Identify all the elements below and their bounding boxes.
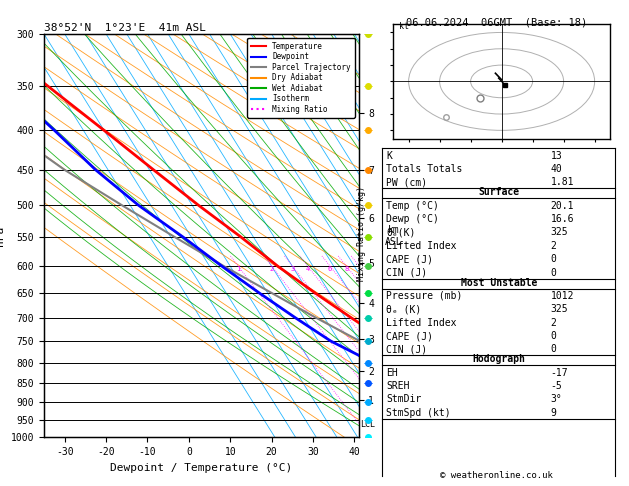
Text: 1: 1: [237, 266, 240, 272]
Text: 8: 8: [344, 266, 348, 272]
Text: θₑ (K): θₑ (K): [386, 304, 421, 314]
Text: 0: 0: [550, 267, 556, 278]
Text: Surface: Surface: [478, 187, 520, 197]
Text: 06.06.2024  06GMT  (Base: 18): 06.06.2024 06GMT (Base: 18): [406, 17, 587, 27]
Text: 2: 2: [550, 241, 556, 251]
Text: EH: EH: [386, 368, 398, 378]
Text: Temp (°C): Temp (°C): [386, 201, 439, 211]
Text: StmSpd (kt): StmSpd (kt): [386, 408, 451, 418]
Text: 13: 13: [550, 151, 562, 160]
Text: CAPE (J): CAPE (J): [386, 331, 433, 341]
Text: 38°52'N  1°23'E  41m ASL: 38°52'N 1°23'E 41m ASL: [44, 23, 206, 33]
Text: kt: kt: [399, 22, 409, 31]
Text: θₑ(K): θₑ(K): [386, 227, 416, 238]
Text: 3: 3: [291, 266, 294, 272]
Text: © weatheronline.co.uk: © weatheronline.co.uk: [440, 471, 554, 480]
Text: Mixing Ratio (g/kg): Mixing Ratio (g/kg): [357, 186, 366, 281]
Text: 9: 9: [550, 408, 556, 418]
X-axis label: Dewpoint / Temperature (°C): Dewpoint / Temperature (°C): [110, 463, 292, 473]
Text: Hodograph: Hodograph: [472, 354, 525, 364]
Text: 6: 6: [328, 266, 332, 272]
Text: 0: 0: [550, 254, 556, 264]
Text: Lifted Index: Lifted Index: [386, 241, 457, 251]
Text: PW (cm): PW (cm): [386, 177, 427, 187]
Y-axis label: hPa: hPa: [0, 226, 5, 246]
Text: 40: 40: [550, 164, 562, 174]
Text: K: K: [386, 151, 392, 160]
Text: 2: 2: [550, 318, 556, 328]
Text: 2: 2: [270, 266, 274, 272]
Text: 20.1: 20.1: [550, 201, 574, 211]
Y-axis label: km
ASL: km ASL: [385, 225, 403, 246]
Text: 16.6: 16.6: [550, 214, 574, 224]
Text: SREH: SREH: [386, 381, 409, 391]
Text: 3°: 3°: [550, 395, 562, 404]
Text: 325: 325: [550, 227, 568, 238]
Text: CIN (J): CIN (J): [386, 345, 427, 354]
Text: -17: -17: [550, 368, 568, 378]
Text: 1.81: 1.81: [550, 177, 574, 187]
Text: Pressure (mb): Pressure (mb): [386, 291, 462, 301]
Text: CIN (J): CIN (J): [386, 267, 427, 278]
Text: 4: 4: [306, 266, 310, 272]
Text: Lifted Index: Lifted Index: [386, 318, 457, 328]
Text: Dewp (°C): Dewp (°C): [386, 214, 439, 224]
Text: StmDir: StmDir: [386, 395, 421, 404]
Legend: Temperature, Dewpoint, Parcel Trajectory, Dry Adiabat, Wet Adiabat, Isotherm, Mi: Temperature, Dewpoint, Parcel Trajectory…: [247, 38, 355, 118]
Text: 1012: 1012: [550, 291, 574, 301]
Text: LCL: LCL: [360, 420, 375, 429]
Text: 0: 0: [550, 345, 556, 354]
Text: CAPE (J): CAPE (J): [386, 254, 433, 264]
Text: Most Unstable: Most Unstable: [460, 278, 537, 288]
Text: 0: 0: [550, 331, 556, 341]
Text: -5: -5: [550, 381, 562, 391]
Text: 325: 325: [550, 304, 568, 314]
Text: Totals Totals: Totals Totals: [386, 164, 462, 174]
